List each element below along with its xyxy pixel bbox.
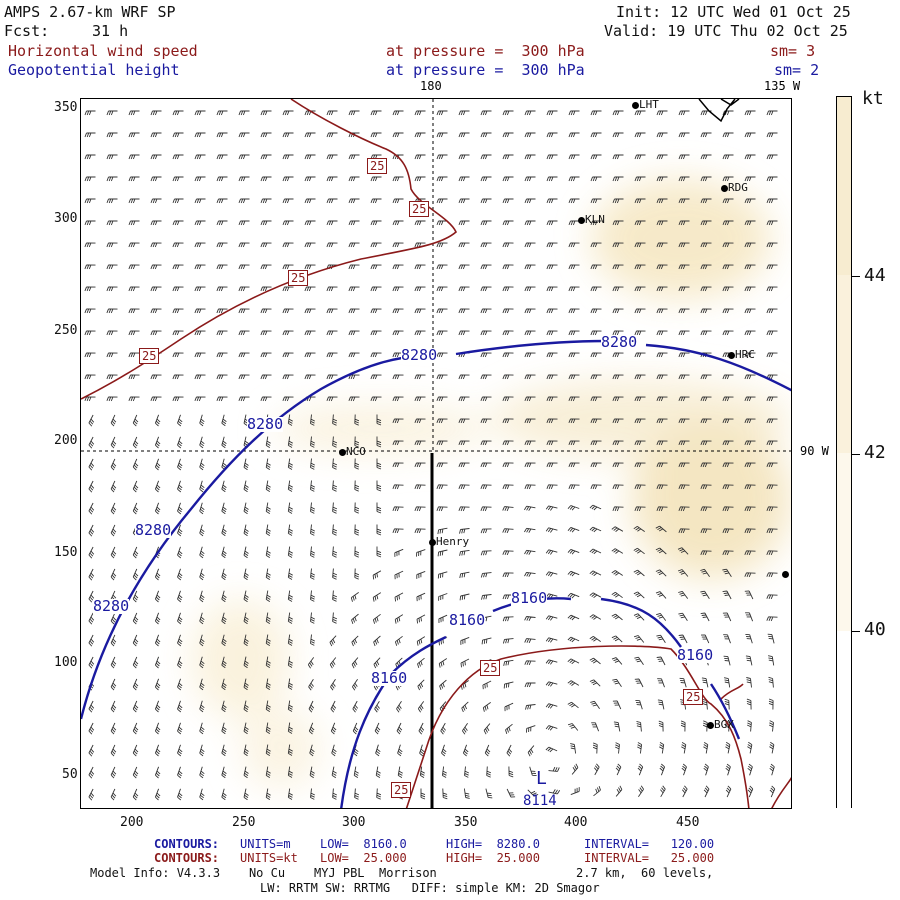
y-tick: 50	[62, 767, 78, 782]
field2-level: at pressure = 300 hPa	[386, 61, 585, 79]
height-contour-label: 8280	[135, 521, 172, 539]
x-tick: 350	[454, 815, 478, 830]
forecast-value: 31 h	[92, 22, 129, 40]
station-nco[interactable]: NCO	[339, 446, 366, 457]
station-label: Henry	[436, 535, 470, 548]
x-tick: 300	[342, 815, 366, 830]
station-bgx[interactable]: BGX	[707, 719, 734, 730]
wind-contour-label: 25	[288, 270, 309, 286]
x-tick: 400	[564, 815, 588, 830]
x-tick: 200	[120, 815, 144, 830]
y-tick: 300	[54, 211, 78, 226]
field2-name: Geopotential height	[8, 61, 180, 79]
contours-height-low: LOW= 8160.0	[320, 837, 407, 851]
station-lht[interactable]: LHT	[632, 99, 659, 110]
colorbar-tick: 42	[864, 442, 886, 463]
lon-label-180: 180	[420, 79, 442, 93]
y-tick: 350	[54, 100, 78, 115]
height-contour-label: 8160	[511, 589, 548, 607]
low-value: 8114	[523, 793, 557, 809]
station-hrc[interactable]: HRC	[728, 349, 755, 360]
height-contour-label: 8280	[401, 346, 438, 364]
height-contour-label: 8280	[93, 597, 130, 615]
contours-wind-low: LOW= 25.000	[320, 851, 407, 865]
model-title: AMPS 2.67-km WRF SP	[4, 3, 176, 21]
coastline	[698, 99, 740, 123]
colorbar-unit: kt	[862, 88, 884, 109]
model-resolution: 2.7 km, 60 levels,	[576, 866, 714, 880]
contours-wind-units: UNITS=kt	[240, 851, 298, 865]
colorbar-tick: 44	[864, 265, 886, 286]
station-marker[interactable]	[782, 565, 789, 581]
low-marker: L	[536, 768, 547, 789]
init-time: Init: 12 UTC Wed 01 Oct 25	[616, 3, 851, 21]
contours-height-interval: INTERVAL= 120.00	[584, 837, 715, 851]
height-contour-label: 8280	[601, 333, 638, 351]
valid-time: Valid: 19 UTC Thu 02 Oct 25	[604, 22, 848, 40]
field2-smoothing: sm= 2	[774, 61, 820, 79]
station-kln[interactable]: KLN	[578, 214, 605, 225]
station-henry[interactable]: Henry	[429, 536, 469, 547]
contours-height-title: CONTOURS:	[154, 837, 220, 851]
colorbar	[836, 96, 852, 809]
model-physics: LW: RRTM SW: RRTMG DIFF: simple KM: 2D S…	[260, 881, 600, 895]
colorbar-band-44	[837, 97, 851, 275]
wind-contour-label: 25	[367, 158, 388, 174]
y-tick: 100	[54, 655, 78, 670]
wind-contour-label: 25	[391, 782, 412, 798]
contours-wind-high: HIGH= 25.000	[446, 851, 540, 865]
height-contour-label: 8160	[677, 646, 714, 664]
contours-height-units: UNITS=m	[240, 837, 291, 851]
forecast-label: Fcst:	[4, 22, 50, 40]
colorbar-band-low	[837, 631, 851, 809]
height-contour-label: 8160	[449, 611, 486, 629]
map-canvas	[81, 99, 791, 808]
wind-contour-label: 25	[683, 689, 704, 705]
x-tick: 450	[676, 815, 700, 830]
colorbar-band-40	[837, 453, 851, 631]
station-rdg[interactable]: RDG	[721, 182, 748, 193]
field1-smoothing: sm= 3	[770, 42, 816, 60]
contours-wind-interval: INTERVAL= 25.000	[584, 851, 715, 865]
x-tick: 250	[232, 815, 256, 830]
lon-label-135w: 135 W	[764, 79, 801, 93]
lon-label-90w: 90 W	[800, 444, 829, 458]
station-label: LHT	[639, 98, 659, 111]
wind-speed-shading	[191, 179, 791, 789]
height-contour-label: 8280	[247, 415, 284, 433]
colorbar-tick: 40	[864, 619, 886, 640]
wind-contour-label: 25	[409, 201, 430, 217]
height-contour-label: 8160	[371, 669, 408, 687]
station-label: KLN	[585, 213, 605, 226]
y-tick: 150	[54, 545, 78, 560]
station-label: RDG	[728, 181, 748, 194]
wind-contours	[81, 99, 791, 808]
height-contours	[81, 339, 791, 808]
map-plot[interactable]: 8280 8280 8280 8280 8280 8160 8160 8160 …	[80, 98, 792, 809]
wind-contour-label: 25	[480, 660, 501, 676]
wind-barb-path	[84, 110, 778, 801]
model-info: Model Info: V4.3.3 No Cu MYJ PBL Morriso…	[90, 866, 437, 880]
wind-contour-label: 25	[139, 348, 160, 364]
contours-wind-title: CONTOURS:	[154, 851, 220, 865]
station-label: BGX	[714, 718, 734, 731]
colorbar-band-42	[837, 275, 851, 453]
y-tick: 250	[54, 323, 78, 338]
field1-name: Horizontal wind speed	[8, 42, 198, 60]
station-label: HRC	[735, 348, 755, 361]
wind-barbs	[84, 110, 778, 801]
field1-level: at pressure = 300 hPa	[386, 42, 585, 60]
contours-height-high: HIGH= 8280.0	[446, 837, 540, 851]
y-tick: 200	[54, 433, 78, 448]
station-label: NCO	[346, 445, 366, 458]
